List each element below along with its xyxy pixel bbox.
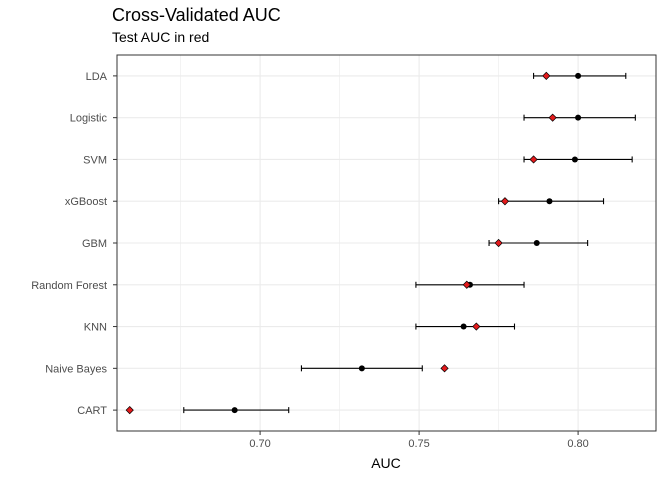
test-auc-point [440,364,449,373]
y-tick-label: LDA [86,71,108,83]
chart-title: Cross-Validated AUC [112,5,281,25]
y-tick-label: SVM [83,154,107,166]
test-auc-point [548,113,557,122]
test-auc-point [500,197,510,206]
y-tick-label: xGBoost [65,196,107,208]
chart-subtitle: Test AUC in red [112,29,209,45]
x-tick-label: 0.70 [249,438,270,450]
x-tick-label: 0.80 [567,438,588,450]
cv-auc-point [460,323,467,330]
panel-border [116,54,657,432]
test-auc-point [529,155,538,164]
test-auc-points [125,71,557,415]
test-auc-point [494,238,503,248]
test-auc-point [462,280,471,289]
cv-auc-point [533,240,540,246]
test-auc-point [125,406,134,415]
y-tick-label: Random Forest [31,280,107,292]
y-tick-label: GBM [82,238,107,250]
y-tick-label: Logistic [70,113,108,125]
cv-auc-point [358,365,365,372]
cv-auc-point [231,407,238,414]
x-tick-label: 0.75 [408,438,429,450]
y-tick-label: CART [77,405,107,417]
y-tick-label: KNN [84,322,107,334]
test-auc-point [542,71,551,80]
x-axis-tick-labels: 0.70 0.75 0.80 [249,431,589,450]
y-axis-tick-labels: LDA Logistic SVM xGBoost GBM Random Forest KNN… [31,71,117,417]
x-axis-title: AUC [371,455,401,471]
cv-auc-points [231,72,582,414]
cv-auc-point [575,114,582,121]
cv-auc-point [546,198,553,205]
test-auc-point [472,322,481,331]
cv-auc-point [575,72,582,79]
cv-auc-point [571,156,578,163]
y-tick-label: Naive Bayes [45,363,107,375]
